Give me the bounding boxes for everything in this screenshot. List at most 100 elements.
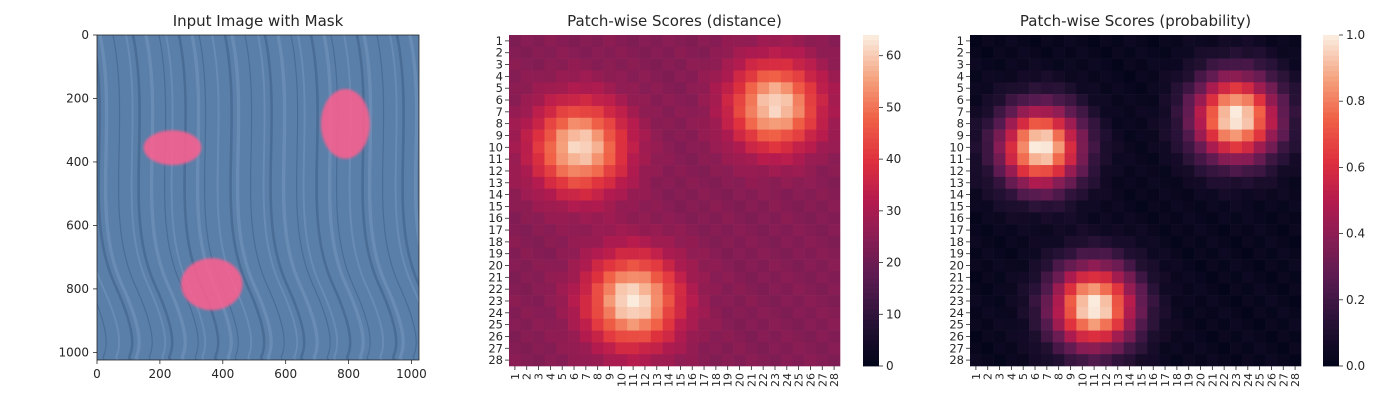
heatmap-cell <box>780 165 794 178</box>
heatmap-cell <box>1064 224 1077 237</box>
heatmap-cell <box>603 58 616 71</box>
heatmap-cell <box>544 70 557 83</box>
heatmap-cell <box>591 165 604 178</box>
heatmap-cell <box>981 188 994 201</box>
chart-title: Patch-wise Scores (probability) <box>1020 12 1251 30</box>
heatmap-cell <box>662 200 675 213</box>
heatmap-cell <box>816 129 829 142</box>
y-tick-label: 5 <box>957 81 964 95</box>
heatmap-cell <box>1194 117 1207 130</box>
heatmap-cell <box>1159 82 1172 95</box>
heatmap-cell <box>1206 46 1219 59</box>
heatmap-cell <box>1100 46 1113 59</box>
heatmap-cell <box>757 176 770 189</box>
colorbar-segment <box>1323 288 1339 294</box>
heatmap-cell <box>544 188 557 201</box>
heatmap-cell <box>544 58 557 71</box>
heatmap-cell <box>1052 35 1065 48</box>
heatmap-cell <box>1088 35 1101 48</box>
colorbar-segment <box>1323 216 1339 222</box>
heatmap-cell <box>733 306 746 320</box>
heatmap-cell <box>1040 94 1054 107</box>
heatmap-cell <box>780 295 794 308</box>
y-tick-label: 6 <box>496 93 503 107</box>
heatmap-cell <box>1277 354 1290 367</box>
colorbar-segment <box>863 257 879 263</box>
heatmap-cell <box>556 212 569 225</box>
heatmap-cell <box>591 224 604 237</box>
heatmap-cell <box>828 153 841 166</box>
heatmap-cell <box>627 141 640 154</box>
heatmap-cell <box>1040 259 1054 272</box>
heatmap-cell <box>615 141 628 154</box>
texture-streak <box>430 35 469 360</box>
heatmap-cell <box>1111 354 1124 367</box>
heatmap-cell <box>544 94 557 107</box>
heatmap-cell <box>1194 212 1207 225</box>
colorbar-segment <box>1323 164 1339 170</box>
heatmap-cell <box>686 129 699 142</box>
heatmap-cell <box>650 212 663 225</box>
heatmap-cell <box>1230 354 1243 367</box>
heatmap-cell <box>780 212 794 225</box>
heatmap-cell <box>603 342 616 355</box>
heatmap-cell <box>1241 212 1255 225</box>
heatmap-cell <box>816 259 829 272</box>
heatmap-cell <box>568 283 581 296</box>
heatmap-cell <box>1100 105 1113 119</box>
heatmap-cell <box>532 165 545 178</box>
x-tick-label: 1 <box>509 373 522 380</box>
heatmap-cell <box>591 247 604 260</box>
heatmap-cell <box>698 295 711 308</box>
heatmap-cell <box>639 176 652 189</box>
heatmap-cell <box>1029 94 1042 107</box>
y-tick-label: 19 <box>488 247 503 261</box>
heatmap-cell <box>1100 129 1113 142</box>
texture-streak <box>263 35 306 360</box>
heatmap-cell <box>1182 58 1195 71</box>
heatmap-cell <box>674 70 687 83</box>
y-tick-label: 200 <box>66 91 89 105</box>
heatmap-cell <box>1277 342 1290 355</box>
heatmap-cell <box>1017 200 1030 213</box>
heatmap-cell <box>816 165 829 178</box>
heatmap-cell <box>627 354 640 367</box>
heatmap-cell <box>709 165 723 178</box>
heatmap-cell <box>1029 105 1042 119</box>
texture-streak <box>423 35 462 360</box>
heatmap-cell <box>568 105 581 119</box>
heatmap-cell <box>674 212 687 225</box>
heatmap-cell <box>1100 70 1113 83</box>
heatmap-cell <box>1052 94 1065 107</box>
heatmap-cell <box>1029 141 1042 154</box>
heatmap-cell <box>615 117 628 130</box>
heatmap-cell <box>981 318 994 331</box>
heatmap-cell <box>698 35 711 48</box>
x-tick-label: 22 <box>1218 373 1231 387</box>
heatmap-cell <box>1265 306 1278 320</box>
heatmap-cell <box>603 35 616 48</box>
heatmap-cell <box>520 58 533 71</box>
colorbar-segment <box>1323 293 1339 300</box>
heatmap-cell <box>556 247 569 260</box>
heatmap-cell <box>1218 58 1231 71</box>
heatmap-cell <box>615 153 628 166</box>
heatmap-cell <box>1206 306 1219 320</box>
heatmap-cell <box>1064 46 1077 59</box>
heatmap-cell <box>1040 354 1054 367</box>
heatmap-cell <box>1230 58 1243 71</box>
heatmap-cell <box>568 247 581 260</box>
heatmap-cell <box>1111 176 1124 189</box>
heatmap-cell <box>615 283 628 296</box>
image-texture <box>97 35 469 360</box>
y-tick-label: 26 <box>949 329 964 343</box>
heatmap-cell <box>591 105 604 119</box>
heatmap-cell <box>745 212 758 225</box>
y-tick-label: 2 <box>957 46 964 60</box>
heatmap-cell <box>769 35 782 48</box>
heatmap-cell <box>1265 212 1278 225</box>
heatmap-cell <box>1088 224 1101 237</box>
heatmap-cell <box>532 318 545 331</box>
heatmap-cell <box>615 342 628 355</box>
heatmap-cell <box>1277 141 1290 154</box>
